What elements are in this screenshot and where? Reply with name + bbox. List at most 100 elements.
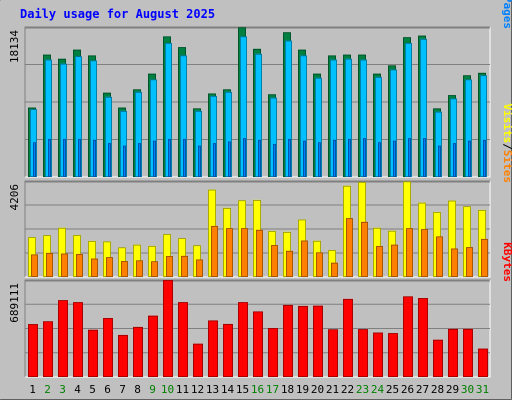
bar-fill: [211, 225, 218, 277]
bar-fill: [108, 143, 111, 177]
bar: [328, 329, 338, 377]
bar-outline: [108, 143, 111, 177]
bar-fill: [328, 329, 338, 377]
bar-fill: [256, 229, 263, 277]
bar-outline: [393, 140, 396, 177]
bar-outline: [301, 240, 308, 277]
chart-title: Daily usage for August 2025: [20, 7, 215, 21]
bar-outline: [196, 259, 203, 277]
bar: [43, 321, 53, 377]
bar-outline: [208, 320, 218, 377]
bar-fill: [421, 229, 428, 277]
bar-outline: [406, 228, 413, 277]
bar-fill: [375, 76, 382, 177]
bar-fill: [225, 91, 232, 177]
bar: [378, 142, 381, 177]
y-axis-label: KBytes: [501, 242, 512, 282]
bar-fill: [466, 247, 473, 277]
bar: [318, 142, 321, 177]
bar: [33, 142, 36, 177]
bar: [148, 315, 158, 377]
x-tick-label: 24: [371, 383, 385, 396]
bar-outline: [328, 329, 338, 377]
bar-outline: [283, 305, 293, 377]
bar-outline: [31, 254, 38, 277]
bar: [121, 261, 128, 277]
bar-fill: [238, 302, 248, 377]
bar-fill: [270, 97, 277, 177]
bar-outline: [343, 299, 353, 377]
bar-fill: [363, 138, 366, 177]
x-tick-label: 25: [386, 383, 399, 396]
bar-fill: [133, 326, 143, 377]
bar: [403, 296, 413, 377]
bar: [138, 143, 141, 177]
bar: [331, 262, 338, 277]
x-tick-label: 3: [59, 383, 66, 396]
panel-kbytes: 689111 KBytes: [8, 242, 512, 378]
bar-fill: [103, 318, 113, 377]
bar-outline: [78, 139, 81, 177]
bar-fill: [240, 36, 247, 177]
bar: [343, 298, 353, 377]
bar: [238, 302, 248, 377]
bar-fill: [91, 258, 98, 277]
x-tick-label: 12: [191, 383, 204, 396]
bar-fill: [300, 55, 307, 177]
bar: [58, 300, 68, 377]
bar-outline: [303, 140, 306, 177]
bar-fill: [448, 328, 458, 377]
bar-outline: [463, 329, 473, 377]
y-axis-label: Hits/Files/Pages: [501, 0, 512, 29]
bar-outline: [166, 256, 173, 277]
plot-bevel-dark: [24, 180, 490, 277]
bar: [466, 247, 473, 277]
bar: [228, 141, 231, 177]
bar-fill: [301, 240, 308, 277]
bar-outline: [433, 339, 443, 377]
bar: [361, 221, 368, 277]
bar-outline: [403, 296, 413, 377]
bar-fill: [360, 59, 367, 177]
bar: [408, 138, 411, 177]
bar-outline: [418, 298, 428, 377]
bar-fill: [120, 110, 127, 177]
bar-fill: [73, 302, 83, 377]
bar-fill: [316, 252, 323, 277]
x-tick-label: 2: [44, 383, 51, 396]
bar-fill: [75, 56, 82, 178]
bar-outline: [438, 145, 441, 177]
bar: [268, 328, 278, 377]
bar-outline: [198, 145, 201, 177]
bar-fill: [165, 42, 172, 177]
bar: [183, 138, 186, 177]
bar-fill: [253, 311, 263, 377]
bar-fill: [465, 79, 472, 177]
bar: [288, 138, 291, 177]
bar-fill: [268, 328, 278, 377]
x-tick-label: 16: [251, 383, 264, 396]
bar-fill: [420, 38, 427, 177]
bar: [333, 139, 336, 177]
bar: [463, 328, 473, 377]
bar-outline: [331, 262, 338, 277]
bar: [253, 311, 263, 377]
bar: [316, 252, 323, 277]
bar-fill: [138, 143, 141, 177]
bar: [358, 329, 368, 377]
bar-fill: [228, 141, 231, 177]
bar: [363, 138, 366, 177]
bar-fill: [45, 59, 52, 177]
bar-outline: [376, 246, 383, 277]
bar-outline: [91, 258, 98, 277]
axis-label-sites: Sites: [501, 150, 512, 183]
bar-fill: [271, 245, 278, 277]
bar-fill: [181, 255, 188, 277]
bar: [418, 298, 428, 377]
bar-fill: [403, 296, 413, 377]
bar-fill: [78, 138, 81, 177]
bar: [421, 229, 428, 277]
bar-outline: [378, 142, 381, 177]
bar-fill: [373, 332, 383, 377]
